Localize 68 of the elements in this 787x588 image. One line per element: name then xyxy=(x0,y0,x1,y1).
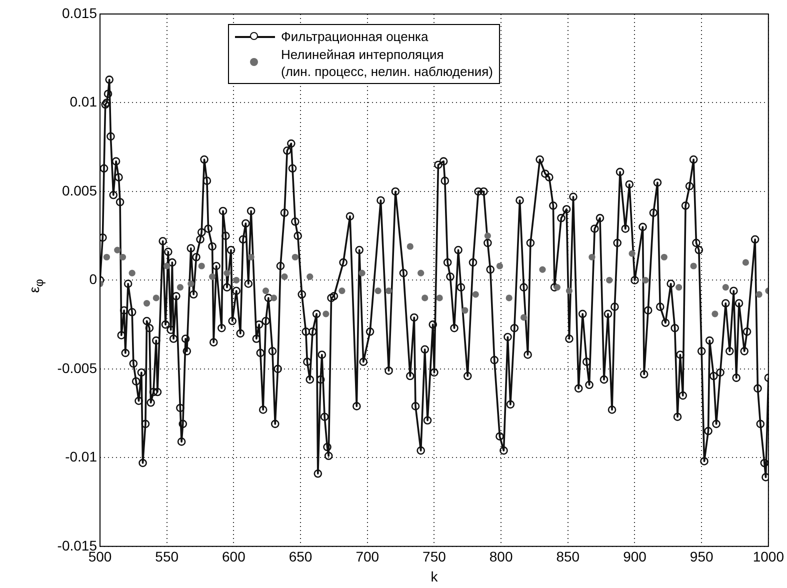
point xyxy=(742,259,749,266)
point xyxy=(462,307,468,314)
x-tick-label: 600 xyxy=(222,548,246,565)
point xyxy=(262,288,270,294)
x-tick-label: 1000 xyxy=(752,548,784,565)
x-axis-title: k xyxy=(430,568,439,584)
x-tick-label: 800 xyxy=(489,548,513,565)
legend-label: Нелинейная интерполяция (лин. процесс, нелин. наблюдения) xyxy=(281,46,494,80)
point xyxy=(642,276,649,284)
point xyxy=(539,266,546,273)
point xyxy=(385,288,392,294)
point xyxy=(406,243,414,250)
y-tick-label: -0.005 xyxy=(57,360,98,376)
point xyxy=(114,246,121,254)
point xyxy=(292,254,298,260)
point xyxy=(422,294,428,302)
point xyxy=(143,300,150,307)
point xyxy=(496,262,504,270)
point xyxy=(224,270,230,276)
point xyxy=(208,273,216,280)
point xyxy=(198,262,205,270)
y-tick-label: 0 xyxy=(89,271,98,288)
point xyxy=(722,284,729,291)
point xyxy=(520,314,528,321)
point xyxy=(358,270,366,276)
point xyxy=(103,254,110,260)
point xyxy=(712,310,718,318)
point xyxy=(690,262,697,270)
point xyxy=(233,276,240,284)
point xyxy=(676,284,682,291)
y-tick-label: 0.015 xyxy=(62,4,98,21)
point xyxy=(188,280,194,288)
x-tick-label: 950 xyxy=(690,548,714,565)
point xyxy=(472,291,479,298)
y-tick-label: 0.005 xyxy=(62,182,98,198)
point xyxy=(484,232,491,240)
y-tick-label: -0.015 xyxy=(57,537,98,554)
point xyxy=(322,310,330,318)
point xyxy=(588,254,596,260)
point xyxy=(436,294,443,302)
point xyxy=(281,273,288,280)
y-tick-label: -0.01 xyxy=(65,448,98,465)
y-tick-label: 0.01 xyxy=(70,94,98,110)
point xyxy=(628,250,636,257)
point xyxy=(306,273,314,280)
point xyxy=(566,288,573,294)
point xyxy=(119,254,126,260)
point xyxy=(248,254,254,260)
legend-label: Фильтрационная оценка xyxy=(281,28,428,45)
x-tick-label: 900 xyxy=(623,548,647,565)
x-tick-label: 750 xyxy=(422,548,446,565)
point xyxy=(606,276,613,284)
x-tick-label: 550 xyxy=(155,548,179,565)
point xyxy=(418,270,424,276)
x-tick-label: 650 xyxy=(288,548,312,565)
point xyxy=(506,294,512,302)
point xyxy=(338,288,346,294)
point xyxy=(270,294,278,302)
point xyxy=(756,291,762,298)
point xyxy=(128,270,136,276)
point xyxy=(554,284,561,291)
x-tick-label: 700 xyxy=(356,548,380,565)
point xyxy=(152,294,160,302)
point xyxy=(176,284,184,291)
point xyxy=(374,288,382,294)
x-tick-label: 850 xyxy=(556,548,580,565)
point xyxy=(660,254,668,260)
point xyxy=(164,262,170,270)
